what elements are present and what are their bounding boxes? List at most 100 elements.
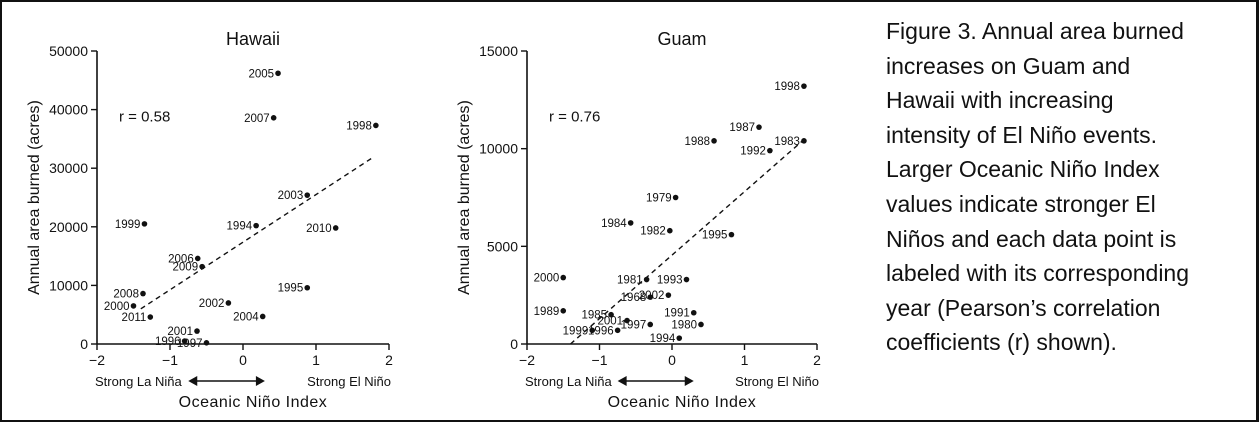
trend-line bbox=[140, 155, 375, 310]
trend-line bbox=[570, 140, 803, 345]
y-tick-label: 20000 bbox=[49, 219, 88, 235]
data-point bbox=[667, 227, 673, 234]
chart-title: Hawaii bbox=[226, 29, 280, 49]
data-point bbox=[259, 313, 266, 320]
data-point bbox=[589, 327, 596, 334]
data-point bbox=[614, 327, 621, 334]
data-point bbox=[140, 290, 146, 297]
y-tick-label: 0 bbox=[510, 336, 518, 352]
data-point-label: 1981 bbox=[617, 275, 643, 287]
y-tick-label: 40000 bbox=[49, 102, 88, 118]
x-tick-label: 0 bbox=[668, 352, 676, 368]
data-point bbox=[801, 83, 807, 89]
data-point bbox=[627, 220, 634, 226]
data-point-label: 2002 bbox=[639, 290, 665, 302]
data-point-label: 1998 bbox=[346, 120, 372, 132]
x-tick-label: 1 bbox=[312, 352, 320, 368]
data-point-label: 1991 bbox=[664, 308, 690, 320]
x-tick-label: 0 bbox=[239, 352, 247, 368]
data-point-label: 1984 bbox=[601, 218, 627, 230]
data-point-label: 2000 bbox=[534, 273, 560, 285]
data-point-label: 2004 bbox=[233, 311, 259, 323]
y-tick-label: 5000 bbox=[487, 238, 518, 254]
data-point bbox=[304, 284, 311, 291]
x-tick-label: −1 bbox=[162, 352, 178, 368]
data-point bbox=[676, 335, 683, 341]
data-point-label: 1994 bbox=[227, 221, 253, 233]
x-tick-label: −1 bbox=[592, 352, 608, 368]
arrow-head-left bbox=[617, 376, 627, 386]
caption-line: year (Pearson’s correlation bbox=[886, 294, 1161, 321]
y-tick-label: 0 bbox=[80, 336, 88, 352]
x-tick-label: 2 bbox=[385, 352, 393, 368]
arrow-head-right bbox=[684, 376, 694, 386]
data-point-label: 1999 bbox=[563, 325, 589, 337]
data-point bbox=[728, 231, 735, 238]
data-point-label: 1998 bbox=[774, 81, 800, 93]
data-point bbox=[225, 300, 232, 306]
data-point bbox=[253, 222, 259, 229]
caption-line: Figure 3. Annual area burned bbox=[886, 18, 1184, 44]
data-point-label: 1968 bbox=[621, 292, 647, 304]
data-point bbox=[304, 192, 311, 198]
scale-right-label: Strong El Niño bbox=[735, 374, 819, 389]
data-point bbox=[194, 328, 200, 334]
data-point bbox=[560, 274, 567, 281]
caption-line: coefficients (r) shown). bbox=[886, 329, 1117, 356]
data-point-label: 1994 bbox=[650, 333, 676, 345]
data-point-label: 1988 bbox=[684, 136, 710, 148]
caption-line: increases on Guam and bbox=[886, 52, 1131, 79]
guam-chart: 0 5000 10000 15000 −2 −1 0 1 2 Guam Annual area bu… bbox=[456, 29, 821, 411]
data-point bbox=[373, 122, 379, 129]
data-point-label: 2003 bbox=[278, 190, 304, 202]
data-point bbox=[698, 321, 704, 328]
data-point-label: 2001 bbox=[167, 326, 193, 338]
data-point-label: 1987 bbox=[729, 122, 755, 134]
chart-title: Guam bbox=[657, 29, 706, 49]
data-point-label: 2000 bbox=[104, 301, 130, 313]
data-point bbox=[203, 340, 210, 346]
arrow-head-right bbox=[255, 376, 265, 386]
caption-line: Niños and each data point is bbox=[886, 225, 1177, 252]
x-axis-label: Oceanic Niño Index bbox=[179, 394, 328, 411]
data-point bbox=[608, 311, 614, 318]
data-point-label: 2001 bbox=[597, 316, 623, 328]
data-point bbox=[147, 314, 154, 320]
data-point bbox=[711, 138, 717, 144]
x-tick-label: −2 bbox=[89, 352, 105, 368]
data-point-label: 2009 bbox=[173, 262, 199, 274]
caption-line: Hawaii with increasing bbox=[886, 87, 1114, 114]
data-point bbox=[332, 225, 339, 231]
data-point-label: 1999 bbox=[115, 219, 141, 231]
scale-right-label: Strong El Niño bbox=[307, 374, 391, 389]
data-point-label: 1985 bbox=[582, 310, 608, 322]
x-tick-label: 1 bbox=[741, 352, 749, 368]
data-point-label: 1995 bbox=[278, 283, 304, 295]
data-point-label: 1989 bbox=[534, 306, 560, 318]
data-point-label: 1995 bbox=[702, 230, 728, 242]
data-point bbox=[194, 255, 201, 262]
data-point bbox=[767, 147, 773, 154]
data-point-label: 1997 bbox=[177, 338, 203, 350]
data-point-label: 1996 bbox=[155, 336, 181, 348]
data-point bbox=[756, 124, 762, 130]
caption-line: values indicate stronger El bbox=[886, 190, 1156, 217]
data-point bbox=[181, 338, 188, 344]
caption-line: intensity of El Niño events. bbox=[886, 121, 1158, 148]
scale-left-label: Strong La Niña bbox=[95, 374, 182, 389]
data-point bbox=[270, 115, 277, 121]
hawaii-chart: 0 10000 20000 30000 40000 50000 −2 −1 0 1 2 Hawaii A… bbox=[26, 29, 393, 411]
data-point-label: 2010 bbox=[306, 223, 332, 235]
data-point bbox=[560, 307, 567, 314]
data-point-label: 1993 bbox=[657, 275, 683, 287]
data-point bbox=[647, 321, 654, 328]
data-point-label: 1992 bbox=[740, 146, 766, 158]
data-point-label: 2002 bbox=[199, 298, 225, 310]
data-point-label: 1983 bbox=[774, 136, 800, 148]
data-point-label: 2005 bbox=[248, 68, 274, 80]
data-point bbox=[643, 276, 650, 283]
y-tick-label: 15000 bbox=[479, 43, 518, 59]
y-axis-label: Annual area burned (acres) bbox=[26, 100, 43, 295]
caption-line: labeled with its corresponding bbox=[886, 260, 1190, 287]
